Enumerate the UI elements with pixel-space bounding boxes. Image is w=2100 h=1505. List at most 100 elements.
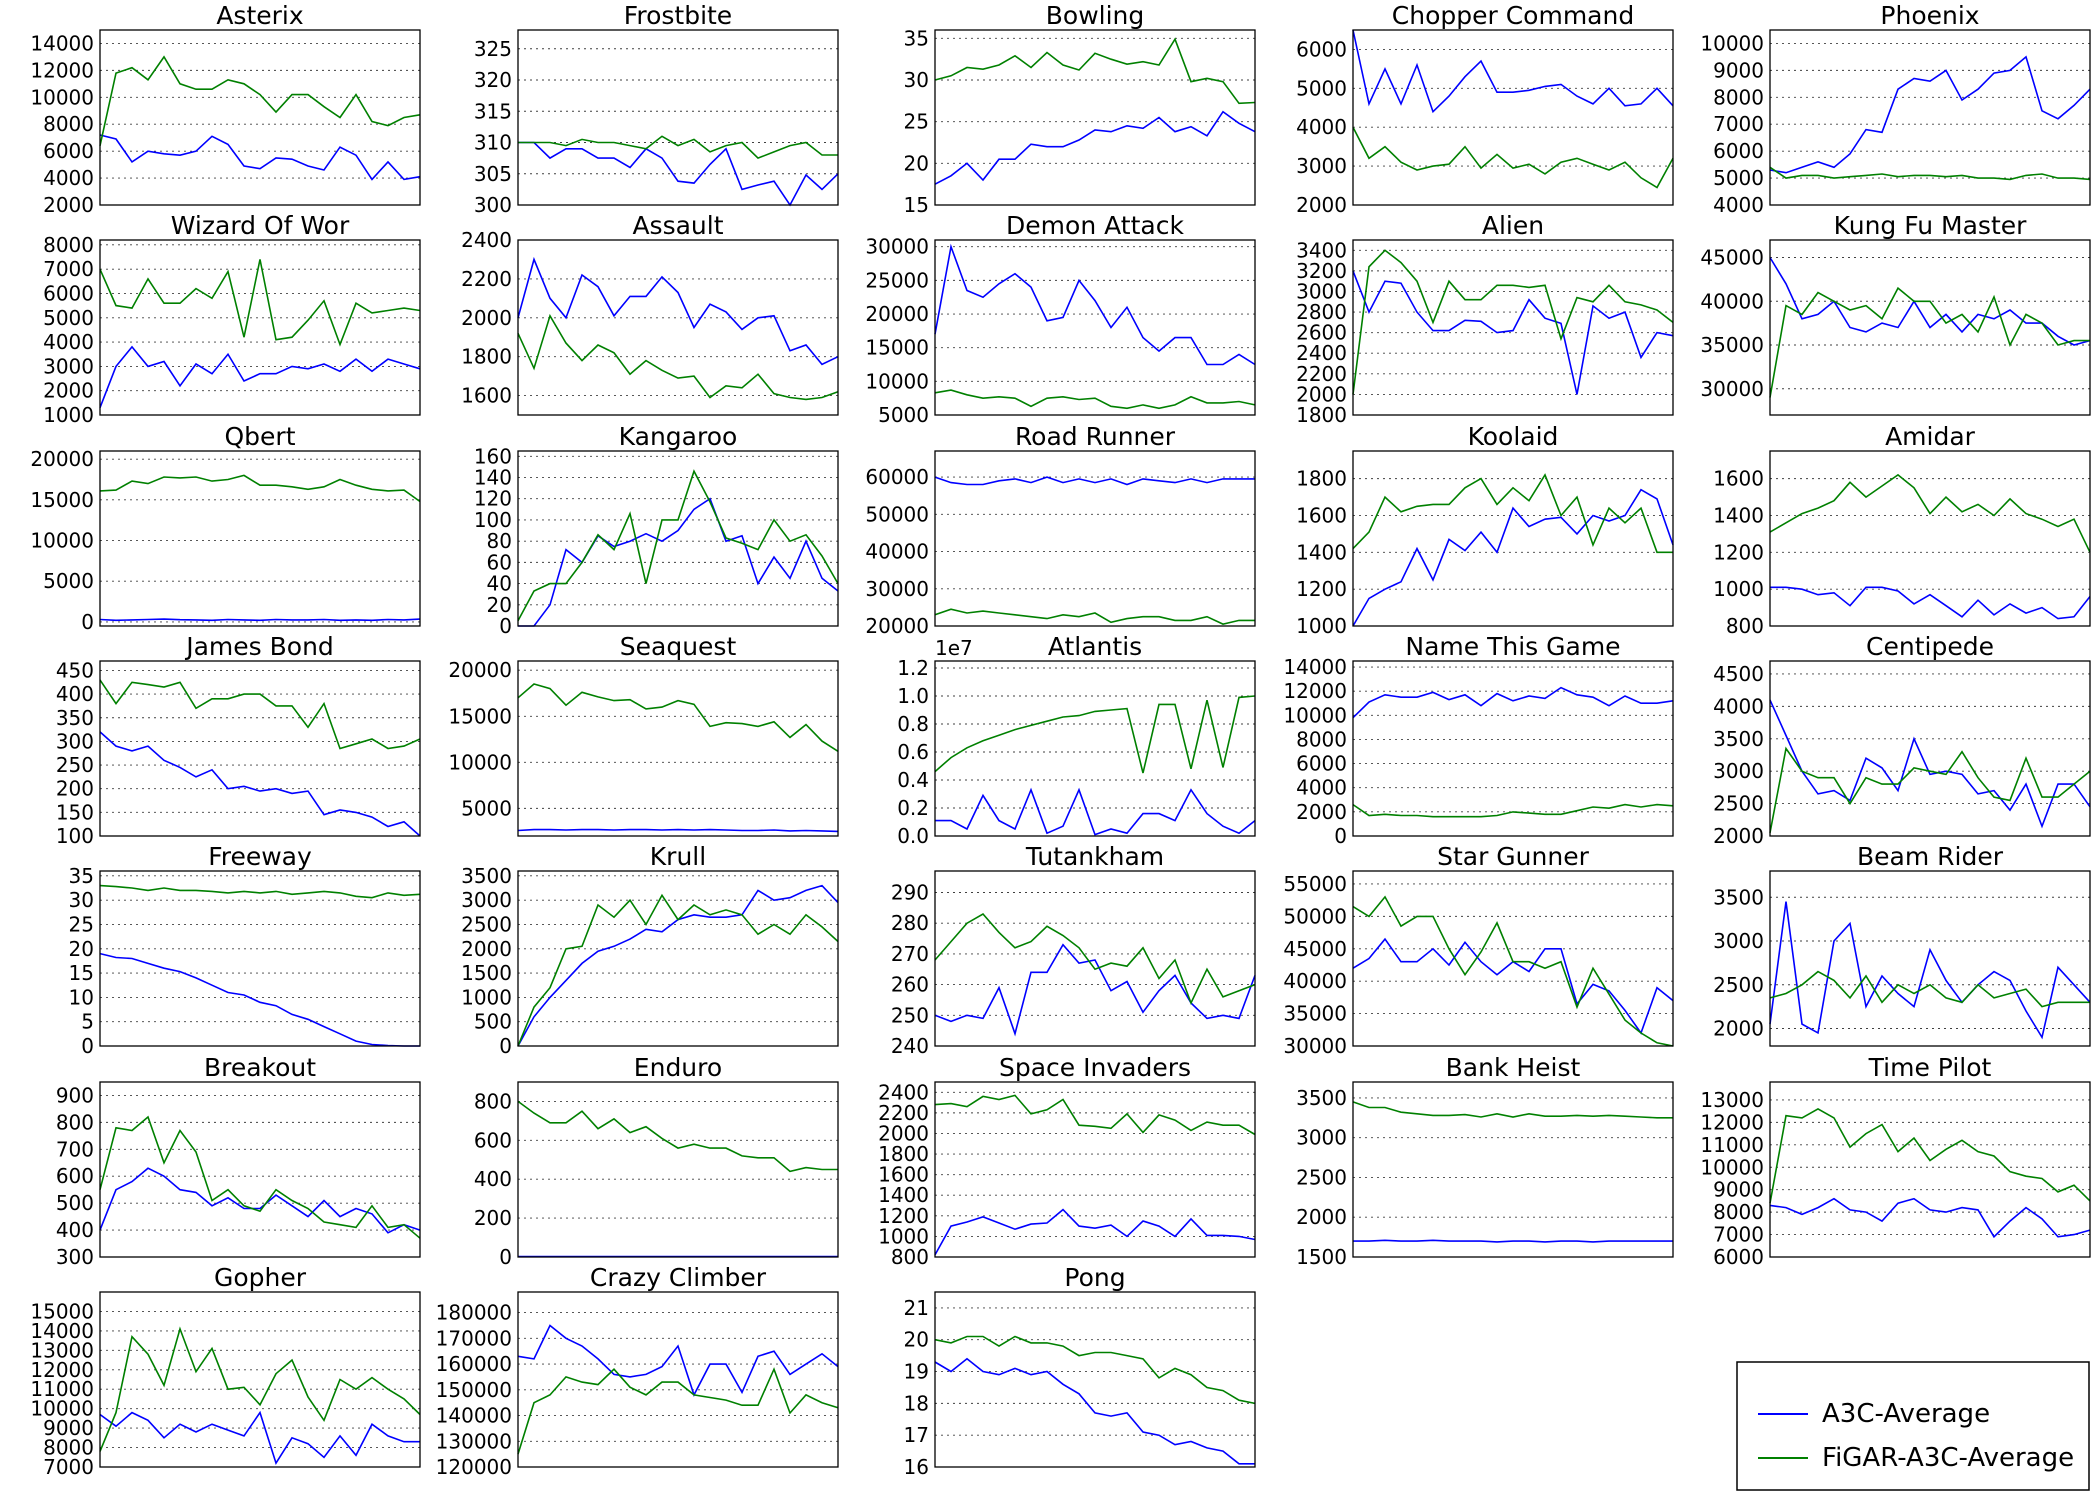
y-tick-label: 60000 <box>865 465 929 489</box>
chart-amidar: 800 1000 1200 1400 1600 Amidar <box>1713 422 2091 638</box>
y-tick-label: 310 <box>474 131 512 155</box>
y-tick-label: 1600 <box>461 384 512 408</box>
series-line-a3c-average <box>1353 1239 1673 1243</box>
chart-title: Gopher <box>214 1263 307 1292</box>
series-line-a3c-average <box>1352 270 1674 395</box>
y-tick-label: 13000 <box>1700 1088 1764 1112</box>
y-tick-label: 18 <box>904 1391 929 1415</box>
y-tick-label: 10000 <box>448 750 512 774</box>
y-tick-label: 200 <box>474 1206 512 1230</box>
y-tick-label: 15000 <box>865 336 929 360</box>
y-tick-label: 4000 <box>1713 694 1764 718</box>
chart-beam-rider: 2000 2500 3000 3500 Beam Rider <box>1713 842 2091 1047</box>
plot-frame <box>1352 870 1674 1047</box>
plot-frame <box>934 1291 1256 1468</box>
chart-title: Star Gunner <box>1437 842 1590 871</box>
y-tick-label: 10000 <box>30 1397 94 1421</box>
series-line-figar-a3c-average <box>1769 166 2091 181</box>
series-line-figar-a3c-average <box>1769 1107 2091 1204</box>
chart-title: Tutankham <box>1025 842 1164 871</box>
y-tick-label: 1000 <box>1713 577 1764 601</box>
series-line-figar-a3c-average <box>99 474 421 503</box>
y-tick-label: 14000 <box>30 31 94 55</box>
y-tick-label: 8000 <box>43 1436 94 1460</box>
y-tick-label: 0 <box>499 1245 512 1269</box>
series-line-a3c-average <box>934 110 1256 185</box>
series-line-figar-a3c-average <box>1352 249 1674 395</box>
series-line-a3c-average <box>99 345 421 408</box>
chart-title: Bowling <box>1046 1 1145 30</box>
y-tick-label: 30 <box>904 68 929 92</box>
series-line-figar-a3c-average <box>934 695 1256 774</box>
plot-frame <box>517 1081 839 1258</box>
chart-title: Amidar <box>1885 422 1976 451</box>
y-tick-label: 4000 <box>43 330 94 354</box>
y-tick-label: 2000 <box>1296 800 1347 824</box>
y-tick-label: 240 <box>891 1034 929 1058</box>
y-tick-label: 20 <box>69 937 94 961</box>
y-tick-label: 2400 <box>1296 341 1347 365</box>
y-tick-label: 6000 <box>1713 139 1764 163</box>
y-tick-label: 14000 <box>30 1319 94 1343</box>
y-tick-label: 1500 <box>1296 1245 1347 1269</box>
series-line-a3c-average <box>934 943 1256 1037</box>
chart-title: Phoenix <box>1880 1 1979 30</box>
y-tick-label: 16 <box>904 1455 929 1479</box>
y-tick-label: 3000 <box>43 354 94 378</box>
plot-frame <box>1352 450 1674 627</box>
chart-title: Qbert <box>224 422 295 451</box>
y-tick-label: 800 <box>891 1245 929 1269</box>
legend-label-figar-a3c-average: FiGAR-A3C-Average <box>1822 1443 2074 1473</box>
y-tick-label: 4500 <box>1713 662 1764 686</box>
y-tick-label: 0.2 <box>897 796 929 820</box>
plot-frame <box>99 1081 421 1258</box>
y-tick-label: 3000 <box>1296 154 1347 178</box>
y-tick-label: 450 <box>56 658 94 682</box>
y-tick-label: 15 <box>69 961 94 985</box>
series-line-a3c-average <box>99 952 420 1047</box>
y-tick-label: 400 <box>56 682 94 706</box>
plot-frame <box>1769 870 2091 1047</box>
y-tick-label: 13000 <box>30 1338 94 1362</box>
y-tick-label: 3500 <box>1713 885 1764 909</box>
y-tick-label: 1200 <box>1713 540 1764 564</box>
y-tick-label: 4000 <box>43 166 94 190</box>
plot-frame <box>1352 1081 1674 1258</box>
y-tick-label: 2000 <box>461 306 512 330</box>
series-line-a3c-average <box>1770 586 2091 620</box>
series-line-a3c-average <box>517 828 839 833</box>
series-line-a3c-average <box>518 497 839 627</box>
plot-frame <box>934 450 1256 627</box>
plot-frame <box>1769 1081 2091 1258</box>
y-tick-label: 2400 <box>461 228 512 252</box>
y-tick-label: 10000 <box>30 85 94 109</box>
plot-frame <box>517 870 839 1047</box>
y-tick-label: 7000 <box>43 257 94 281</box>
series-line-figar-a3c-average <box>99 1326 421 1452</box>
y-tick-label: 7000 <box>1713 112 1764 136</box>
series-line-figar-a3c-average <box>517 1100 838 1173</box>
chart-pong: 16 17 18 19 20 21 Pong <box>904 1263 1256 1479</box>
y-tick-label: 20000 <box>30 447 94 471</box>
y-tick-label: 6000 <box>43 139 94 163</box>
series-line-figar-a3c-average <box>99 679 421 750</box>
y-tick-label: 300 <box>56 729 94 753</box>
y-tick-label: 20000 <box>865 302 929 326</box>
y-tick-label: 2500 <box>461 912 512 936</box>
y-tick-label: 15000 <box>448 704 512 728</box>
plot-frame <box>934 660 1256 837</box>
y-tick-label: 12000 <box>30 1358 94 1382</box>
plot-frame <box>99 1291 421 1468</box>
chart-title: Pong <box>1064 1263 1125 1292</box>
y-tick-label: 260 <box>891 973 929 997</box>
y-tick-label: 9000 <box>1713 58 1764 82</box>
series-line-figar-a3c-average <box>99 884 421 899</box>
chart-title: Alien <box>1482 211 1544 240</box>
y-tick-label: 55000 <box>1283 872 1347 896</box>
y-tick-label: 305 <box>474 162 512 186</box>
chart-title: Name This Game <box>1405 632 1620 661</box>
y-tick-label: 4000 <box>1296 115 1347 139</box>
